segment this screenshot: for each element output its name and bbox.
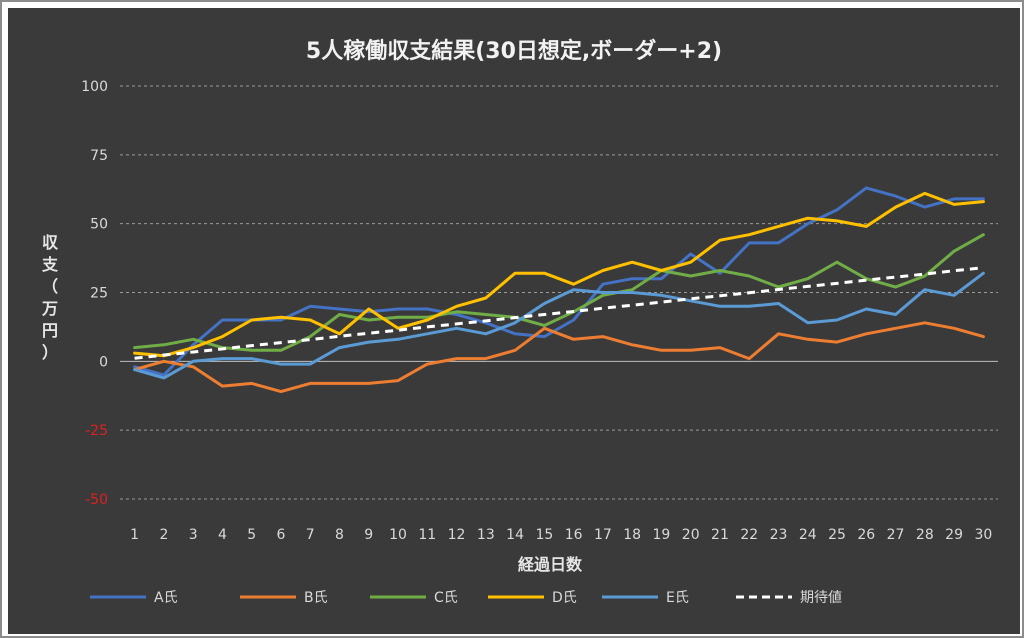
series-line-A氏 — [133, 186, 985, 377]
x-tick-label: 28 — [916, 527, 934, 543]
grid-lines — [120, 85, 998, 500]
x-tick-label: 3 — [189, 527, 198, 543]
legend-label: C氏 — [434, 590, 458, 606]
y-tick-label: 25 — [90, 286, 108, 302]
x-tick-label: 26 — [857, 527, 875, 543]
series-line-期待値 — [134, 266, 984, 360]
chart-title: 5人稼働収支結果(30日想定,ボーダー+2) — [306, 38, 722, 64]
x-tick-label: 4 — [218, 527, 227, 543]
x-tick-label: 2 — [159, 527, 168, 543]
x-tick-label: 10 — [389, 527, 407, 543]
legend-label: D氏 — [552, 590, 577, 606]
y-tick-label: 50 — [90, 217, 108, 233]
x-tick-label: 9 — [364, 527, 373, 543]
x-tick-label: 5 — [247, 527, 256, 543]
x-tick-label: 17 — [594, 527, 612, 543]
legend: A氏 B氏 C氏 D氏 E氏 期待値 — [90, 590, 842, 606]
chart-area: 5人稼働収支結果(30日想定,ボーダー+2) 100 75 50 25 0 -25 -50 … — [8, 8, 1020, 634]
series-line-B氏 — [133, 321, 985, 394]
x-tick-label: 20 — [682, 527, 700, 543]
x-tick-label: 13 — [477, 527, 495, 543]
series-line-D氏 — [133, 191, 985, 358]
legend-label: B氏 — [304, 590, 328, 606]
legend-label: A氏 — [154, 590, 178, 606]
legend-label: 期待値 — [800, 590, 842, 606]
y-axis-ticks: 100 75 50 25 0 -25 -50 — [81, 79, 108, 508]
x-tick-label: 22 — [740, 527, 758, 543]
y-tick-label: 75 — [90, 148, 108, 164]
x-tick-label: 30 — [974, 527, 992, 543]
x-tick-label: 11 — [418, 527, 436, 543]
x-tick-label: 7 — [306, 527, 315, 543]
x-tick-label: 15 — [535, 527, 553, 543]
x-tick-label: 8 — [335, 527, 344, 543]
series-line-C氏 — [133, 233, 985, 352]
y-tick-label: 0 — [99, 354, 108, 370]
y-tick-label: -25 — [85, 423, 108, 439]
y-tick-label: -50 — [85, 492, 108, 508]
x-tick-label: 21 — [711, 527, 729, 543]
x-tick-label: 16 — [565, 527, 583, 543]
line-chart: 5人稼働収支結果(30日想定,ボーダー+2) 1007550250-25-50 … — [41, 38, 998, 606]
x-tick-label: 18 — [623, 527, 641, 543]
x-tick-label: 12 — [448, 527, 466, 543]
y-tick-label: 100 — [81, 79, 108, 95]
y-axis-title: 収支（万円） — [41, 233, 59, 362]
x-axis-ticks: 1 2 3 4 5 6 7 8 9 10 11 12 13 14 15 16 17 18 19 20 21 22 23 24 2… — [130, 527, 992, 543]
x-tick-label: 24 — [799, 527, 817, 543]
x-tick-label: 6 — [277, 527, 286, 543]
x-tick-label: 25 — [828, 527, 846, 543]
x-tick-label: 29 — [945, 527, 963, 543]
series-lines — [133, 186, 985, 394]
x-tick-label: 1 — [130, 527, 139, 543]
series-line-E氏 — [133, 271, 985, 380]
x-tick-label: 19 — [653, 527, 671, 543]
x-tick-label: 27 — [887, 527, 905, 543]
legend-label: E氏 — [666, 590, 689, 606]
x-tick-label: 23 — [770, 527, 788, 543]
x-tick-label: 14 — [506, 527, 524, 543]
x-axis-title: 経過日数 — [518, 555, 583, 574]
